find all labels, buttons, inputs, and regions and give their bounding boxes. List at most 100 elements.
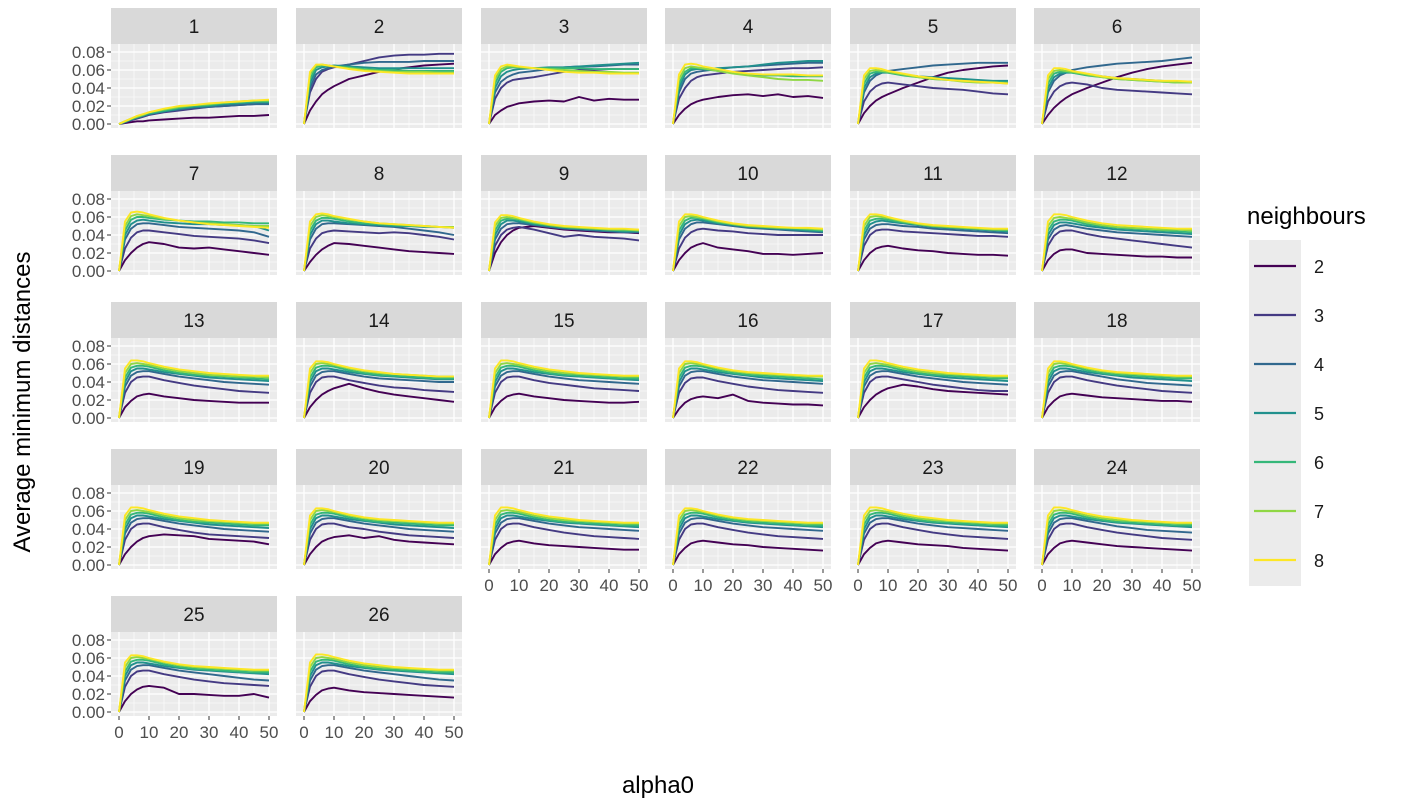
series-line-3 xyxy=(118,669,270,713)
series-line-8 xyxy=(857,213,1008,272)
facet-panel-13: 13 0.000.020.040.060.08 xyxy=(72,302,277,428)
legend-entry-2: 2 xyxy=(1254,257,1324,277)
series-line-3 xyxy=(303,522,455,566)
series-line-3 xyxy=(672,522,824,566)
series-line-5 xyxy=(1041,367,1193,419)
series-line-8 xyxy=(118,210,270,272)
series-line-8 xyxy=(488,359,639,419)
series-line-3 xyxy=(857,522,1009,566)
facet-strip-label: 24 xyxy=(1106,458,1128,479)
x-tick-label: 20 xyxy=(355,723,374,742)
facet-panel-16: 16 xyxy=(665,302,831,422)
facet-panel-14: 14 xyxy=(296,302,462,422)
series-line-8 xyxy=(857,506,1008,566)
facet-strip-label: 4 xyxy=(743,17,754,38)
series-line-5 xyxy=(672,60,823,125)
series-line-6 xyxy=(1041,511,1192,566)
series-line-3 xyxy=(1041,522,1193,566)
x-tick-label: 40 xyxy=(230,723,249,742)
x-tick-label: 10 xyxy=(694,576,713,595)
series-line-3 xyxy=(857,228,1009,272)
facet-strip xyxy=(481,449,647,485)
legend-entry-4: 4 xyxy=(1254,355,1324,375)
y-tick-label: 0.08 xyxy=(72,190,105,209)
facet-strip xyxy=(111,155,277,191)
y-tick-label: 0.02 xyxy=(72,685,105,704)
y-tick-label: 0.02 xyxy=(72,391,105,410)
x-tick-label: 10 xyxy=(1063,576,1082,595)
series-line-4 xyxy=(857,223,1009,272)
facet-strip xyxy=(296,155,462,191)
series-line-4 xyxy=(1041,517,1193,566)
series-line-3 xyxy=(1041,375,1193,419)
facet-strip xyxy=(665,8,831,44)
series-line-3 xyxy=(488,522,640,566)
x-tick-label: 40 xyxy=(1153,576,1172,595)
facet-strip-label: 18 xyxy=(1106,311,1127,332)
facet-strip-label: 6 xyxy=(1112,17,1123,38)
series-line-8 xyxy=(303,63,454,125)
x-tick-label: 30 xyxy=(200,723,219,742)
facet-panel-4: 4 xyxy=(665,8,831,128)
facet-strip-label: 22 xyxy=(737,458,758,479)
facet-strip-label: 12 xyxy=(1106,164,1127,185)
series-line-2 xyxy=(672,393,824,419)
series-line-2 xyxy=(118,114,270,125)
y-tick-label: 0.04 xyxy=(72,373,105,392)
x-tick-label: 30 xyxy=(1123,576,1142,595)
x-tick-label: 50 xyxy=(1183,576,1202,595)
legend-label: 4 xyxy=(1314,355,1324,375)
x-tick-label: 40 xyxy=(600,576,619,595)
series-line-6 xyxy=(488,511,639,566)
facet-strip-label: 7 xyxy=(189,164,200,185)
x-tick-label: 20 xyxy=(909,576,928,595)
series-line-8 xyxy=(303,653,454,713)
legend-title: neighbours xyxy=(1247,203,1366,230)
series-line-3 xyxy=(118,375,270,419)
facet-strip xyxy=(850,8,1016,44)
facet-strip xyxy=(850,155,1016,191)
y-tick-label: 0.08 xyxy=(72,337,105,356)
x-tick-label: 30 xyxy=(570,576,589,595)
facet-strip xyxy=(1034,449,1200,485)
facet-panel-15: 15 xyxy=(481,302,647,422)
facet-panel-9: 9 xyxy=(481,155,647,275)
series-line-3 xyxy=(303,375,455,419)
facet-panel-5: 5 xyxy=(850,8,1016,128)
series-line-8 xyxy=(857,359,1008,419)
series-line-2 xyxy=(118,533,270,566)
series-line-6 xyxy=(672,364,824,419)
x-tick-label: 0 xyxy=(299,723,308,742)
facet-strip-label: 16 xyxy=(737,311,758,332)
series-line-2 xyxy=(118,684,270,713)
y-tick-label: 0.06 xyxy=(72,208,105,227)
series-line-6 xyxy=(857,364,1008,419)
facet-strip-label: 25 xyxy=(183,605,204,626)
series-line-4 xyxy=(488,370,640,419)
series-line-3 xyxy=(857,375,1008,419)
y-tick-label: 0.00 xyxy=(72,115,105,134)
series-line-4 xyxy=(118,370,270,419)
x-tick-label: 0 xyxy=(114,723,123,742)
series-line-8 xyxy=(488,506,639,566)
facet-panel-18: 18 xyxy=(1034,302,1200,422)
series-line-6 xyxy=(303,511,454,566)
x-tick-label: 50 xyxy=(445,723,464,742)
legend-label: 6 xyxy=(1314,453,1324,473)
series-line-2 xyxy=(118,392,269,419)
legend-entry-6: 6 xyxy=(1254,453,1324,473)
facet-strip xyxy=(850,302,1016,338)
facet-panel-20: 20 xyxy=(296,449,462,569)
series-line-2 xyxy=(303,62,455,125)
x-tick-label: 20 xyxy=(540,576,559,595)
x-tick-label: 50 xyxy=(999,576,1018,595)
series-line-8 xyxy=(672,213,824,272)
facet-strip xyxy=(296,302,462,338)
y-tick-label: 0.00 xyxy=(72,556,105,575)
x-tick-label: 20 xyxy=(170,723,189,742)
facet-strip-label: 26 xyxy=(368,605,389,626)
series-line-4 xyxy=(118,517,270,566)
x-tick-label: 40 xyxy=(784,576,803,595)
series-line-4 xyxy=(1041,224,1193,272)
